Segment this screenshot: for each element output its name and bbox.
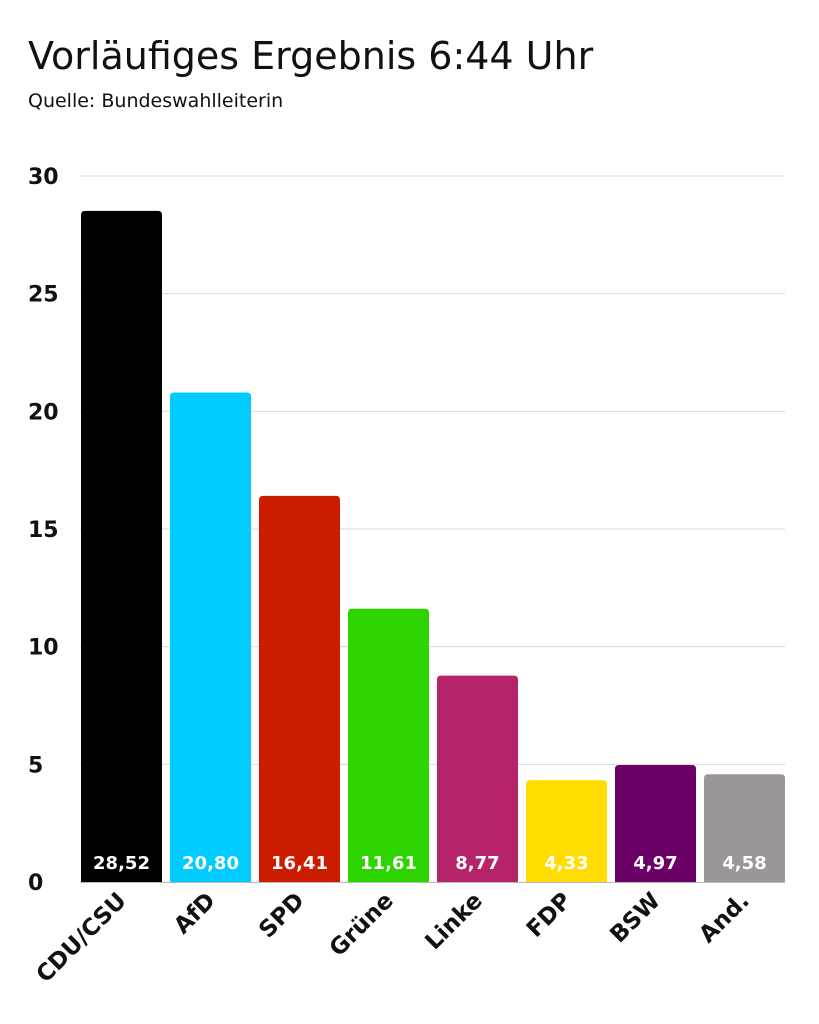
data-label: 8,77 bbox=[455, 853, 499, 874]
x-tick-label: BSW bbox=[605, 888, 665, 948]
chart-subtitle: Quelle: Bundeswahlleiterin bbox=[28, 90, 284, 112]
data-label: 20,80 bbox=[182, 853, 239, 874]
y-tick-label: 5 bbox=[28, 753, 43, 778]
x-tick-label: SPD bbox=[254, 888, 310, 944]
x-tick-label: Linke bbox=[420, 888, 487, 955]
y-tick-label: 25 bbox=[28, 283, 59, 308]
x-tick-label: Grüne bbox=[325, 888, 399, 962]
bar bbox=[259, 495, 340, 882]
y-tick-label: 0 bbox=[28, 871, 43, 896]
gridlines bbox=[80, 175, 785, 765]
data-label: 4,97 bbox=[633, 853, 677, 874]
x-tick-label: FDP bbox=[522, 888, 577, 943]
x-tick-label: CDU/CSU bbox=[32, 888, 132, 988]
bars bbox=[81, 210, 785, 882]
data-label: 4,58 bbox=[722, 853, 766, 874]
bar bbox=[170, 392, 251, 882]
x-axis: CDU/CSU AfD SPD Grüne Linke FDP BSW And. bbox=[32, 888, 755, 988]
bar bbox=[704, 774, 785, 882]
value-labels: 28,52 20,80 16,41 11,61 8,77 4,33 4,97 4,58 bbox=[93, 853, 767, 874]
data-label: 28,52 bbox=[93, 853, 150, 874]
bar bbox=[348, 608, 429, 882]
bar bbox=[437, 675, 518, 882]
data-label: 11,61 bbox=[360, 853, 417, 874]
x-tick-label: And. bbox=[694, 888, 754, 948]
bar bbox=[615, 765, 696, 882]
y-tick-label: 15 bbox=[28, 518, 59, 543]
chart-title: Vorläufiges Ergebnis 6:44 Uhr bbox=[28, 34, 594, 78]
y-tick-label: 20 bbox=[28, 400, 59, 425]
bar bbox=[81, 210, 162, 882]
data-label: 16,41 bbox=[271, 853, 328, 874]
y-tick-label: 10 bbox=[28, 636, 59, 661]
bar bbox=[526, 780, 607, 882]
y-axis: 0 5 10 15 20 25 30 bbox=[28, 165, 785, 896]
y-tick-label: 30 bbox=[28, 165, 59, 190]
data-label: 4,33 bbox=[544, 853, 588, 874]
x-tick-label: AfD bbox=[169, 888, 221, 940]
